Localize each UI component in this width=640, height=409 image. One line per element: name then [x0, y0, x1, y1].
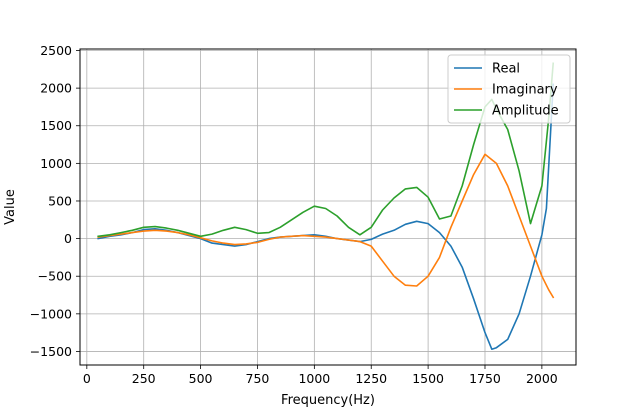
- x-tick-label: 1750: [469, 371, 501, 386]
- y-axis-label: Value: [3, 189, 18, 225]
- y-tick-label: 500: [48, 193, 72, 208]
- series-line-imaginary: [97, 153, 555, 299]
- x-tick-label: 1250: [355, 371, 387, 386]
- y-tick-label: 1000: [40, 156, 72, 171]
- y-tick-label: −1000: [30, 306, 72, 321]
- x-tick-label: 0: [83, 371, 91, 386]
- x-tick-label: 1000: [298, 371, 330, 386]
- x-axis-ticks: 0 250 500 750 1000 1250 1500 1750 2000: [83, 365, 558, 386]
- x-tick-label: 1500: [412, 371, 444, 386]
- legend: Real Imaginary Amplitude: [447, 54, 571, 124]
- x-tick-label: 750: [246, 371, 270, 386]
- plot-frame: [79, 48, 577, 366]
- legend-box: [447, 54, 571, 124]
- x-tick-label: 250: [132, 371, 156, 386]
- legend-label-imaginary: Imaginary: [492, 83, 558, 98]
- y-axis-ticks: −1500 −1000 −500 0 500 1000 1500 2000 2500: [30, 43, 80, 359]
- y-tick-label: −500: [38, 269, 72, 284]
- x-tick-label: 2000: [526, 371, 558, 386]
- y-tick-label: −1500: [30, 344, 72, 359]
- y-tick-label: 2000: [40, 81, 72, 96]
- legend-label-amplitude: Amplitude: [492, 104, 559, 119]
- y-tick-label: 0: [64, 231, 72, 246]
- y-tick-label: 2500: [40, 43, 72, 58]
- x-axis-label: Frequency(Hz): [281, 393, 375, 408]
- y-tick-label: 1500: [40, 118, 72, 133]
- legend-label-real: Real: [492, 62, 520, 77]
- x-tick-label: 500: [189, 371, 213, 386]
